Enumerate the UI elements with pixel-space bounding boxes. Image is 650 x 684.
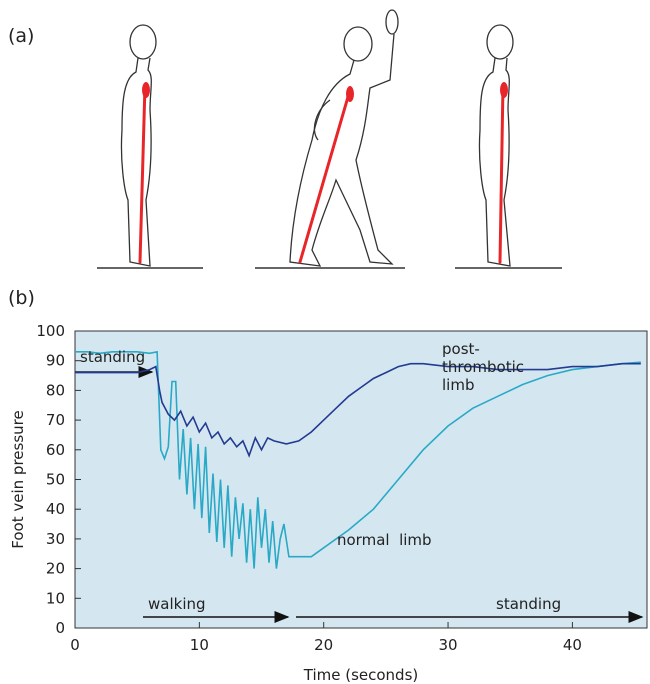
y-tick-label: 0 <box>55 619 65 637</box>
panel-label: (b) <box>8 287 35 309</box>
series-line <box>75 350 641 569</box>
y-tick-label: 100 <box>36 322 65 340</box>
y-axis-label: Foot vein pressure <box>9 410 27 548</box>
y-tick-label: 90 <box>46 352 65 370</box>
y-tick-label: 20 <box>46 560 65 578</box>
x-tick-label: 0 <box>70 636 80 654</box>
y-tick-label: 70 <box>46 411 65 429</box>
y-tick-label: 10 <box>46 589 65 607</box>
x-tick-label: 30 <box>438 636 457 654</box>
standing-figure <box>455 24 562 269</box>
x-axis-label: Time (seconds) <box>303 666 419 684</box>
series-line <box>75 362 641 458</box>
x-tick-label: 20 <box>314 636 333 654</box>
x-tick-label: 10 <box>190 636 209 654</box>
standing-figure <box>97 24 203 269</box>
x-tick-label: 40 <box>563 636 582 654</box>
annotation: standing <box>496 595 561 613</box>
y-tick-label: 80 <box>46 381 65 399</box>
annotation: walking <box>148 595 206 613</box>
series-label: normal limb <box>337 531 432 549</box>
series-label: post-thrombotic limb <box>442 340 525 394</box>
walking-figure <box>255 9 405 269</box>
y-tick-label: 50 <box>46 471 65 489</box>
plot-area <box>74 330 648 629</box>
y-tick-label: 30 <box>46 530 65 548</box>
panel-label: (a) <box>8 25 34 47</box>
annotation: standing <box>80 348 145 366</box>
y-tick-label: 60 <box>46 441 65 459</box>
y-tick-label: 40 <box>46 500 65 518</box>
